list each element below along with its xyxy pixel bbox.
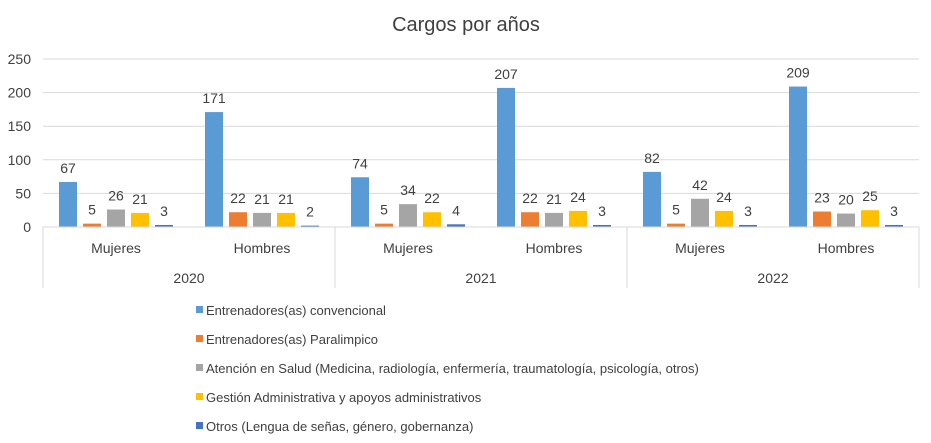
data-label: 67: [60, 160, 76, 176]
bar: [643, 171, 661, 227]
bar: [837, 213, 855, 227]
bar: [423, 212, 441, 227]
data-label: 82: [644, 150, 660, 166]
data-label: 3: [744, 203, 752, 219]
data-label: 22: [522, 190, 538, 206]
bar: [497, 87, 515, 228]
data-label: 3: [160, 203, 168, 219]
bar: [813, 211, 831, 227]
category-label: Mujeres: [91, 240, 141, 256]
bar: [861, 210, 879, 227]
y-tick-label: 150: [8, 118, 32, 134]
category-label: Hombres: [526, 240, 583, 256]
data-label: 24: [570, 189, 586, 205]
bar: [375, 223, 393, 227]
data-label: 209: [786, 65, 810, 81]
y-axis-ticks: 0 50 100 150 200 250: [8, 51, 32, 235]
data-label: 26: [108, 188, 124, 204]
bar: [351, 177, 369, 227]
bar: [691, 198, 709, 227]
legend-label: Atención en Salud (Medicina, radiología,…: [206, 361, 699, 376]
bar: [739, 224, 757, 227]
data-label: 5: [380, 202, 388, 218]
bar: [205, 112, 223, 227]
bar: [399, 204, 417, 227]
category-label: Mujeres: [675, 240, 725, 256]
data-label: 42: [692, 177, 708, 193]
data-label: 3: [890, 203, 898, 219]
data-label: 21: [254, 191, 270, 207]
category-label: Hombres: [818, 240, 875, 256]
data-label: 2: [306, 204, 314, 220]
x-axis: Mujeres Hombres Mujeres Hombres Mujeres Hombr…: [42, 226, 920, 288]
category-label: Mujeres: [383, 240, 433, 256]
chart-title: Cargos por años: [392, 14, 540, 36]
legend-swatch: [196, 364, 203, 371]
y-tick-label: 200: [8, 85, 32, 101]
gridlines: [43, 58, 919, 194]
year-label: 2021: [465, 270, 496, 286]
bars: [59, 86, 903, 228]
bar: [715, 210, 733, 227]
data-label: 21: [278, 191, 294, 207]
year-label: 2020: [173, 270, 204, 286]
data-label: 4: [452, 202, 460, 218]
data-label: 171: [202, 90, 226, 106]
bar: [569, 210, 587, 227]
data-label: 5: [88, 202, 96, 218]
bar: [229, 212, 247, 227]
data-label: 20: [838, 192, 854, 208]
legend-swatch: [196, 422, 203, 429]
data-label: 5: [672, 202, 680, 218]
bar: [107, 209, 125, 227]
data-label: 207: [494, 66, 518, 82]
data-label: 74: [352, 155, 368, 171]
y-tick-label: 100: [8, 152, 32, 168]
legend-label: Gestión Administrativa y apoyos administ…: [206, 390, 482, 405]
bar: [521, 212, 539, 227]
legend-swatch: [196, 335, 203, 342]
bar: [277, 212, 295, 227]
y-tick-label: 250: [8, 51, 32, 67]
bar: [789, 86, 807, 227]
legend-swatch: [196, 393, 203, 400]
data-label: 21: [132, 191, 148, 207]
bar: [667, 223, 685, 227]
bar: [885, 224, 903, 227]
y-tick-label: 0: [23, 219, 31, 235]
data-label: 24: [716, 189, 732, 205]
data-label: 23: [814, 190, 830, 206]
data-label: 22: [424, 190, 440, 206]
bar: [131, 212, 149, 227]
bar: [447, 224, 465, 227]
bar: [83, 223, 101, 227]
legend-swatch: [196, 306, 203, 313]
legend-label: Entrenadores(as) Paralimpico: [206, 332, 378, 347]
bar: [301, 225, 319, 227]
legend: Entrenadores(as) convencional Entrenadore…: [196, 303, 699, 434]
bar: [59, 181, 77, 227]
legend-label: Otros (Lengua de señas, género, gobernan…: [206, 419, 473, 434]
year-label: 2022: [757, 270, 788, 286]
category-label: Hombres: [234, 240, 291, 256]
data-label: 22: [230, 190, 246, 206]
data-label: 25: [862, 188, 878, 204]
legend-label: Entrenadores(as) convencional: [206, 303, 386, 318]
data-label: 3: [598, 203, 606, 219]
data-label: 34: [400, 182, 416, 198]
bar: [545, 212, 563, 227]
bar: [593, 224, 611, 227]
data-label: 21: [546, 191, 562, 207]
bar: [155, 224, 173, 227]
bar: [253, 212, 271, 227]
y-tick-label: 50: [15, 185, 31, 201]
